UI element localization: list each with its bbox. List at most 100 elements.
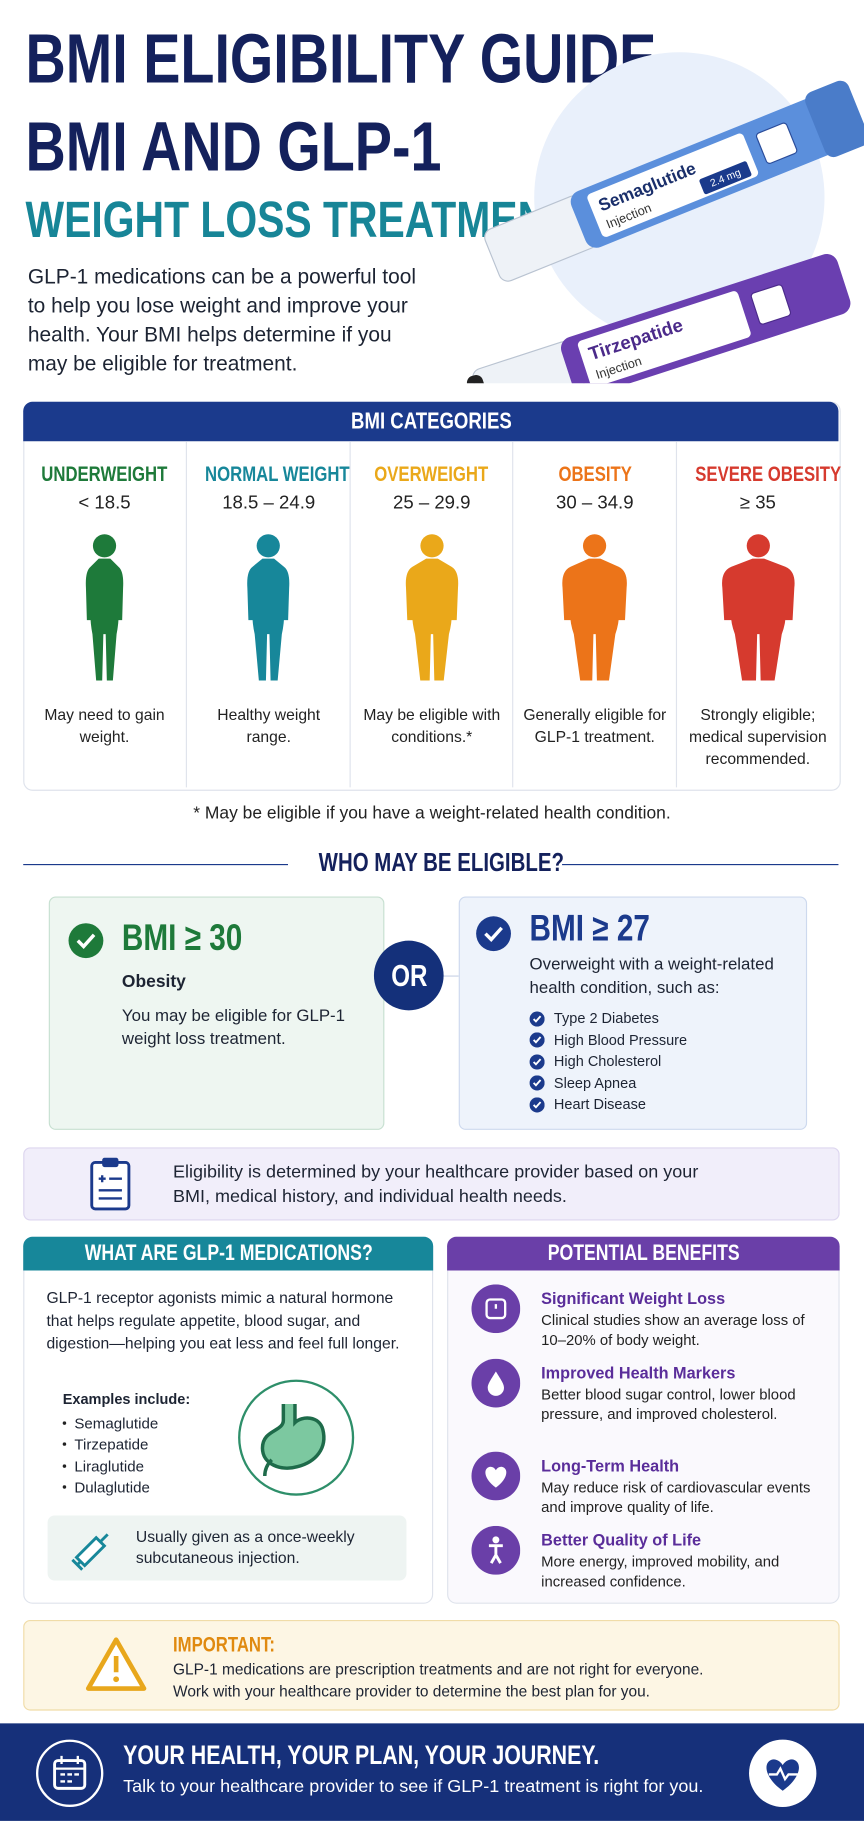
benefits-header: POTENTIAL BENEFITS xyxy=(447,1236,840,1271)
benefit-icon xyxy=(471,1284,521,1334)
check-mark xyxy=(532,1101,542,1109)
condition: Heart Disease xyxy=(529,1094,688,1115)
category-range: 30 – 34.9 xyxy=(556,493,634,514)
option-text: Overweight with a weight-related health … xyxy=(529,955,774,998)
body xyxy=(247,558,290,681)
category-description: May need to gain weight. xyxy=(44,706,165,746)
head xyxy=(420,534,444,558)
benefit-text: May reduce risk of cardiovascular events… xyxy=(541,1478,811,1516)
check-icon xyxy=(529,1075,545,1091)
benefit-title: Better Quality of Life xyxy=(541,1530,702,1550)
option-heading-text: BMI ≥ 30 xyxy=(121,916,243,959)
pen-label xyxy=(587,133,759,237)
category-name: OBESITY xyxy=(514,462,677,486)
title: BMI ELIGIBILITY GUIDE xyxy=(25,19,814,98)
head xyxy=(92,534,117,558)
note-text: Eligibility is determined by your health… xyxy=(173,1162,699,1207)
head xyxy=(583,534,607,558)
pen: Semaglutide Injection 2.4 mg xyxy=(484,80,864,282)
benefit-title: Significant Weight Loss xyxy=(541,1289,726,1308)
icon-glyph xyxy=(487,1371,504,1396)
body-figure xyxy=(85,534,124,681)
category-name-text: OBESITY xyxy=(558,462,632,486)
condition: High Blood Pressure xyxy=(529,1029,687,1050)
injection-box: Usually given as a once-weekly subcutane… xyxy=(47,1515,407,1581)
condition: Type 2 Diabetes xyxy=(529,1008,688,1029)
dial xyxy=(755,122,798,164)
category-range: 25 – 29.9 xyxy=(393,493,471,514)
important-label: IMPORTANT: xyxy=(173,1633,300,1657)
title: BMI AND GLP-1 xyxy=(26,109,546,186)
body xyxy=(721,558,795,681)
bullet xyxy=(62,1464,67,1468)
category: NORMAL WEIGHT 18.5 – 24.9 Healthy weight r… xyxy=(186,441,350,788)
condition-text: Sleep Apnea xyxy=(553,1075,637,1092)
condition-text: Heart Disease xyxy=(553,1096,646,1113)
benefits-title: POTENTIAL BENEFITS xyxy=(547,1241,740,1266)
check-icon xyxy=(68,923,104,959)
syringe-icon xyxy=(71,1533,109,1571)
important-box: IMPORTANT: GLP-1 medications are prescri… xyxy=(23,1619,840,1711)
important-label-text: IMPORTANT: xyxy=(173,1632,275,1656)
dial xyxy=(750,284,792,325)
intro: GLP-1 medications can be a powerful tool… xyxy=(27,264,416,376)
check-mark xyxy=(532,1058,542,1066)
check-icon xyxy=(529,1011,545,1027)
footer-title: YOUR HEALTH, YOUR PLAN, YOUR JOURNEY. xyxy=(123,1740,718,1771)
category-name: NORMAL WEIGHT xyxy=(187,462,350,486)
glp1-panel: WHAT ARE GLP-1 MEDICATIONS? GLP-1 recept… xyxy=(23,1236,434,1604)
glp1-description: GLP-1 receptor agonists mimic a natural … xyxy=(46,1289,400,1352)
bullet xyxy=(62,1485,67,1490)
example-text: Dulaglutide xyxy=(74,1478,150,1497)
eligibility-title: WHO MAY BE ELIGIBLE? xyxy=(288,848,564,878)
category-name-text: UNDERWEIGHT xyxy=(41,462,168,486)
category-name: UNDERWEIGHT xyxy=(23,462,186,486)
benefit-icon xyxy=(471,1451,521,1501)
head xyxy=(257,534,281,558)
option-text: You may be eligible for GLP-1 weight los… xyxy=(121,1006,346,1049)
example: Dulaglutide xyxy=(62,1477,159,1498)
example: Liraglutide xyxy=(62,1455,159,1476)
option-card: BMI ≥ 30 Obesity You may be eligible for… xyxy=(48,896,385,1130)
important-text: GLP-1 medications are prescription treat… xyxy=(173,1660,704,1701)
benefit-text: Clinical studies show an average loss of… xyxy=(541,1311,805,1349)
dose-badge xyxy=(699,161,752,195)
benefit-icon xyxy=(471,1525,521,1575)
category: SEVERE OBESITY ≥ 35 Strongly eligible; med… xyxy=(675,441,841,788)
subtitle-text: WEIGHT LOSS TREATMENT xyxy=(25,191,573,249)
condition-list: Type 2 Diabetes High Blood Pressure High C… xyxy=(529,1008,688,1115)
condition-text: High Cholesterol xyxy=(553,1053,662,1070)
option-heading-text: BMI ≥ 27 xyxy=(529,906,650,949)
title-text: BMI ELIGIBILITY GUIDE xyxy=(25,19,657,98)
or-text: OR xyxy=(390,958,427,993)
body-figure xyxy=(721,534,795,681)
category-range: 18.5 – 24.9 xyxy=(222,493,316,514)
bullet xyxy=(62,1421,67,1425)
body-figure xyxy=(405,534,458,681)
administration: Usually given as a once-weekly subcutane… xyxy=(135,1528,355,1567)
category-range: ≥ 35 xyxy=(739,493,776,514)
example: Semaglutide xyxy=(62,1412,158,1433)
category-name-text: OVERWEIGHT xyxy=(374,462,489,486)
footnote: * May be eligible if you have a weight-r… xyxy=(193,803,671,824)
footer: YOUR HEALTH, YOUR PLAN, YOUR JOURNEY. Ta… xyxy=(0,1723,864,1821)
stomach-icon xyxy=(238,1379,355,1496)
or-badge: OR xyxy=(373,940,444,1011)
check-icon xyxy=(529,1032,545,1048)
check-icon xyxy=(476,916,511,952)
check-mark xyxy=(532,1079,542,1087)
bullet xyxy=(62,1442,67,1447)
category-description: Generally eligible for GLP-1 treatment. xyxy=(523,706,667,746)
bmi-header: BMI CATEGORIES xyxy=(23,401,839,442)
heart-icon xyxy=(749,1739,817,1807)
category-description: Healthy weight range. xyxy=(217,706,321,746)
body xyxy=(85,558,124,681)
option-heading: BMI ≥ 27 xyxy=(530,907,680,950)
category-description: Strongly eligible; medical supervision r… xyxy=(689,706,827,768)
icon-circle xyxy=(471,1284,521,1334)
rule xyxy=(23,863,288,866)
option-heading: BMI ≥ 30 xyxy=(122,916,272,959)
icon-glyph xyxy=(485,1298,507,1320)
pen: Tirzepatide Injection xyxy=(466,254,851,384)
pens-illustration: Semaglutide Injection 2.4 mg Tirzepatide… xyxy=(466,52,864,384)
